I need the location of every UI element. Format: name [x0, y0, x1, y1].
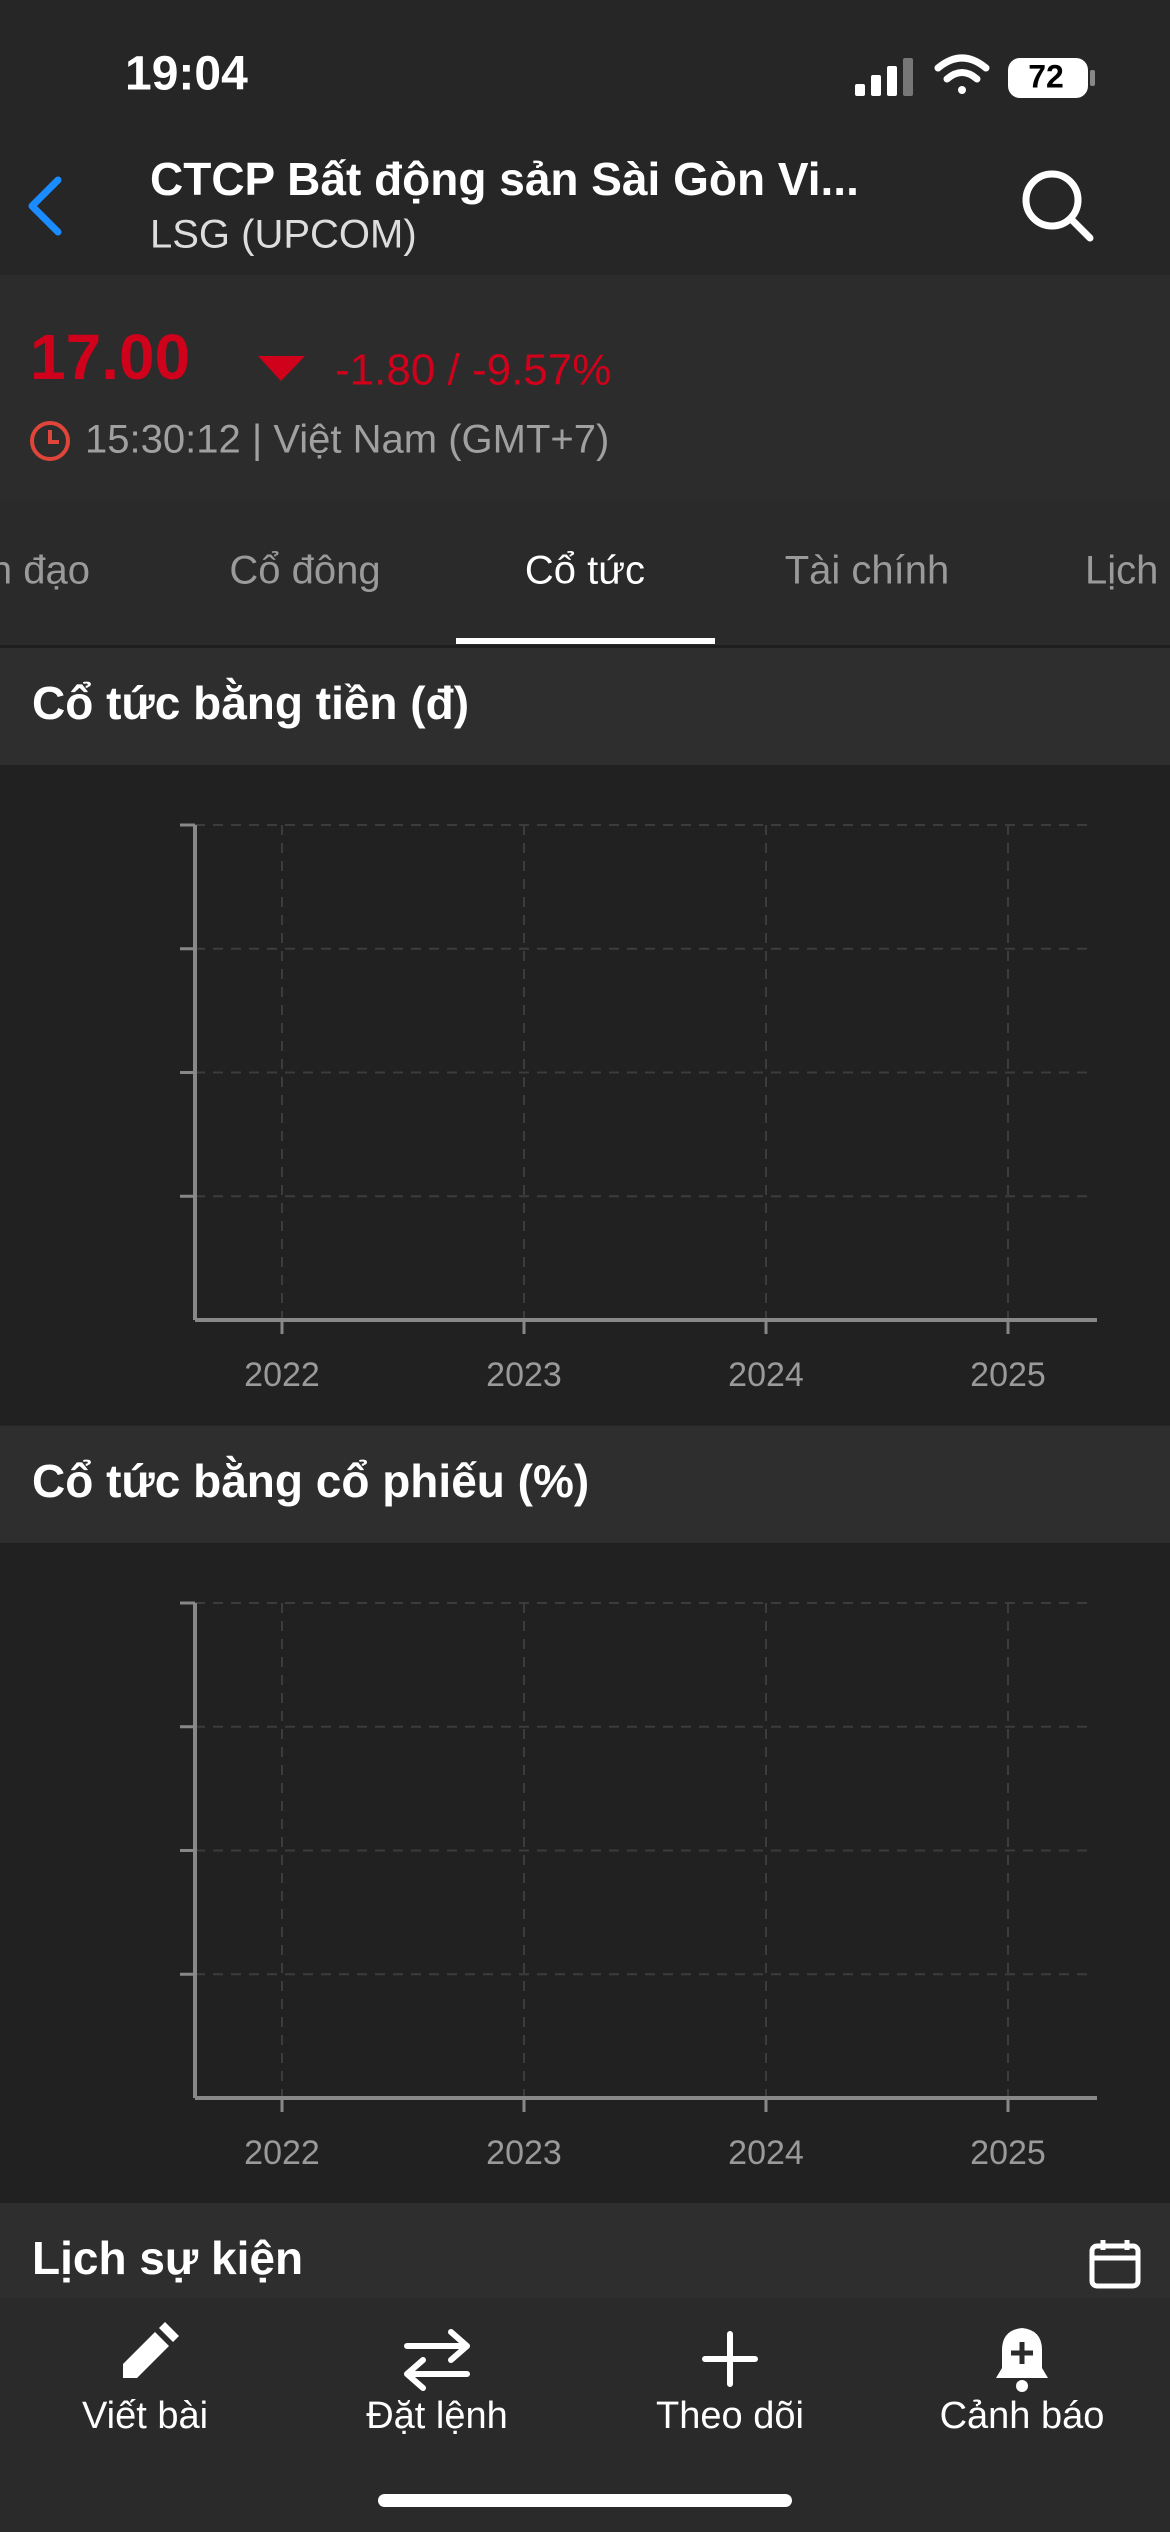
- events-header: [0, 2203, 1170, 2298]
- toolbar-button[interactable]: Viết bài: [82, 2322, 208, 2437]
- calendar-button[interactable]: [1089, 2240, 1141, 2289]
- toolbar-label: Viết bài: [82, 2395, 208, 2437]
- toolbar-button[interactable]: Cảnh báo: [940, 2328, 1105, 2437]
- battery-icon: [1008, 58, 1088, 98]
- toolbar-button[interactable]: Đặt lệnh: [366, 2329, 508, 2437]
- x-tick-label: 2023: [486, 2134, 562, 2172]
- wifi-icon: [934, 54, 990, 94]
- x-tick-label: 2025: [970, 1356, 1046, 1394]
- tab[interactable]: Cổ đông: [229, 549, 380, 593]
- x-tick-label: 2022: [244, 1356, 320, 1394]
- quote-time: 15:30:12 | Việt Nam (GMT+7): [85, 418, 609, 462]
- section-header: [0, 648, 1170, 765]
- battery-tip: [1090, 70, 1095, 86]
- header-subtitle: LSG (UPCOM): [150, 213, 417, 257]
- header-title: CTCP Bất động sản Sài Gòn Vi...: [150, 153, 859, 205]
- chart-area: [0, 1543, 1170, 2203]
- battery-level: 72: [1028, 58, 1064, 94]
- tab[interactable]: Tài chính: [785, 549, 950, 593]
- x-tick-label: 2022: [244, 2134, 320, 2172]
- toolbar-icon: [702, 2331, 758, 2387]
- signal-icon: [855, 58, 913, 96]
- toolbar-button[interactable]: Theo dõi: [656, 2331, 804, 2437]
- home-indicator: [378, 2494, 792, 2507]
- price-change: -1.80 / -9.57%: [335, 346, 611, 395]
- top-bar: [0, 0, 1170, 275]
- search-button[interactable]: [1022, 170, 1094, 242]
- clock-icon: [30, 421, 70, 461]
- tab-indicator: [456, 638, 715, 644]
- section-header: [0, 1426, 1170, 1543]
- divider: [0, 645, 1170, 648]
- x-tick-label: 2024: [728, 1356, 804, 1394]
- section-title: Cổ tức bằng cổ phiếu (%): [32, 1455, 589, 1507]
- price: 17.00: [30, 321, 190, 393]
- tab[interactable]: Cổ tức: [525, 549, 645, 593]
- section-title: Cổ tức bằng tiền (đ): [32, 677, 469, 729]
- tab[interactable]: Lãnh đạo: [0, 549, 90, 593]
- down-arrow: [258, 356, 305, 381]
- events-title: Lịch sự kiện: [32, 2232, 303, 2284]
- tab-bar: [0, 500, 1170, 645]
- toolbar-label: Cảnh báo: [940, 2395, 1105, 2437]
- toolbar-label: Đặt lệnh: [366, 2395, 508, 2437]
- back-button[interactable]: [28, 176, 62, 236]
- toolbar: [0, 2298, 1170, 2532]
- toolbar-icon: [404, 2329, 470, 2391]
- quote-panel: [0, 275, 1170, 500]
- toolbar-label: Theo dõi: [656, 2395, 804, 2437]
- toolbar-icon: [996, 2328, 1048, 2392]
- chart-area: [0, 765, 1170, 1425]
- toolbar-icon: [123, 2322, 179, 2378]
- status-time: 19:04: [125, 48, 248, 101]
- x-tick-label: 2024: [728, 2134, 804, 2172]
- x-tick-label: 2023: [486, 1356, 562, 1394]
- x-tick-label: 2025: [970, 2134, 1046, 2172]
- tab[interactable]: Lịch: [1085, 549, 1158, 593]
